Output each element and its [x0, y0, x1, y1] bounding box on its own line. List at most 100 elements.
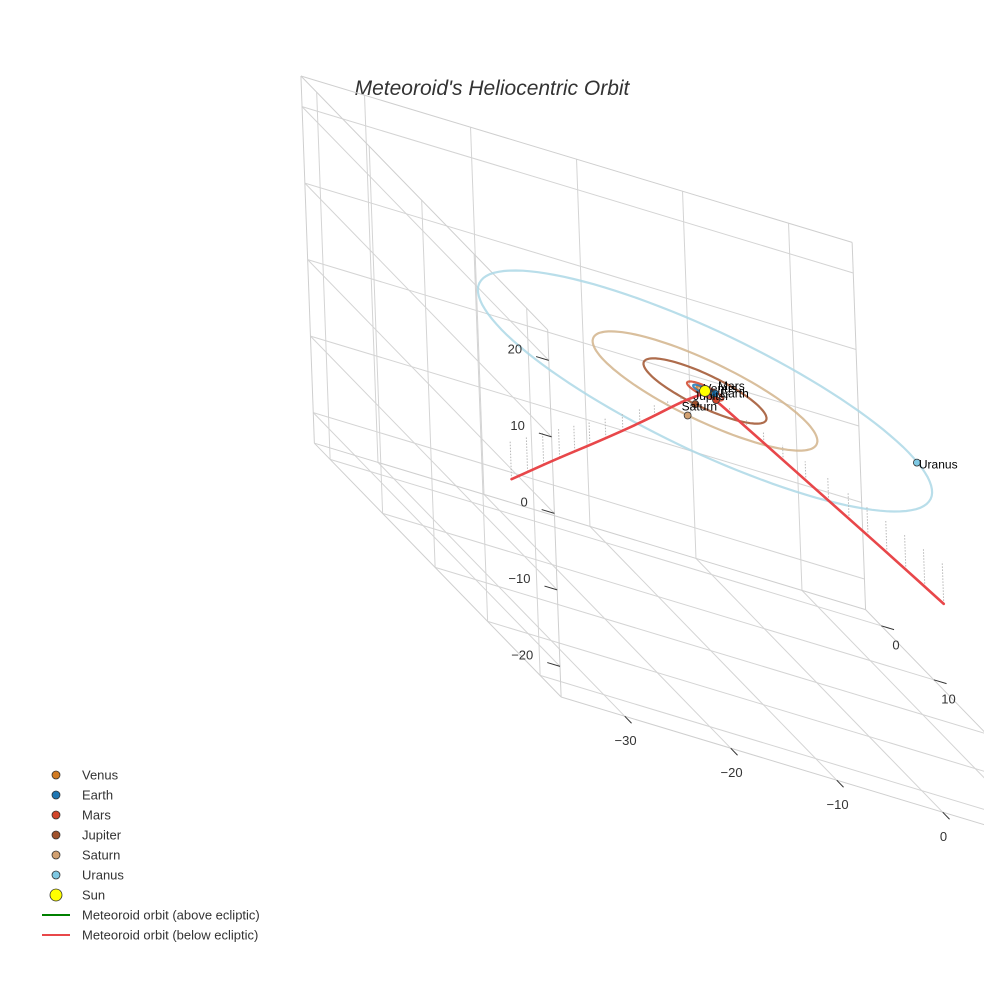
planet-saturn-marker	[683, 411, 692, 420]
legend-item[interactable]: Venus	[51, 768, 119, 783]
legend-item[interactable]: Earth	[51, 788, 113, 803]
legend: Venus Earth Mars Jupiter Saturn Uranus Sun Mete…	[42, 768, 260, 943]
axis-edge	[300, 75, 315, 444]
z-tick-mark	[535, 356, 549, 361]
x-tick-mark	[730, 747, 738, 756]
gridline-side-z	[310, 335, 862, 503]
meteoroid-drop-line	[804, 461, 807, 481]
legend-item[interactable]: Meteoroid orbit (above ecliptic)	[42, 908, 260, 923]
legend-item[interactable]: Saturn	[51, 848, 120, 863]
meteoroid-drop-line	[904, 534, 907, 570]
gridline-floor-x	[695, 558, 944, 813]
meteoroid-drop-line	[588, 421, 591, 446]
gridline-floor-y	[487, 620, 984, 772]
meteoroid-drop-line	[509, 440, 513, 480]
meteoroid-layer	[509, 391, 946, 606]
gridline-back-z	[307, 259, 555, 514]
gridline-floor-y	[382, 512, 934, 681]
legend-label: Sun	[82, 888, 105, 903]
axis-edge	[314, 442, 562, 698]
gridline-floor-x	[377, 462, 626, 717]
y-tick-label: 10	[941, 692, 955, 707]
legend-item[interactable]: Meteoroid orbit (below ecliptic)	[42, 928, 258, 943]
chart-title: Meteoroid's Heliocentric Orbit	[355, 77, 631, 100]
legend-label: Earth	[82, 788, 113, 803]
z-tick-label: 10	[510, 418, 524, 433]
meteoroid-drop-line	[827, 477, 830, 501]
legend-marker	[51, 850, 61, 860]
gridline-side-z	[313, 412, 865, 580]
planet-uranus-marker	[913, 458, 921, 467]
x-tick-mark	[624, 715, 632, 724]
meteoroid-drop-line	[558, 429, 561, 458]
y-tick-label: 0	[892, 638, 899, 653]
gridline-floor-y	[434, 566, 984, 734]
z-tick-label: 20	[508, 342, 522, 357]
legend-item[interactable]: Mars	[51, 808, 111, 823]
orbit-layer	[476, 269, 934, 513]
legend-item[interactable]: Uranus	[51, 868, 124, 883]
gridline-side-z	[304, 182, 857, 350]
legend-label: Venus	[82, 768, 119, 783]
planet-jupiter-marker	[691, 400, 700, 408]
meteoroid-drop-line	[573, 425, 576, 452]
gridline-floor-x	[589, 526, 838, 781]
gridline-back-z	[301, 106, 550, 361]
axis-edge	[300, 75, 853, 243]
legend-label: Jupiter	[82, 828, 122, 843]
legend-marker	[51, 870, 61, 880]
gridline-floor-y	[539, 674, 984, 810]
meteoroid-drop-line	[525, 436, 529, 472]
gridline-back-z	[304, 182, 552, 438]
gridline-side-z	[307, 259, 859, 427]
gridline-back-z	[310, 335, 558, 591]
meteoroid-drop-line	[604, 418, 607, 439]
gridline-back-z	[312, 412, 561, 667]
meteoroid-drop-line	[885, 520, 888, 553]
axis-edge	[314, 442, 866, 611]
y-tick-mark	[933, 679, 947, 685]
legend-marker	[51, 770, 61, 780]
planet-uranus-label: Uranus	[919, 458, 958, 472]
axis-edge	[300, 75, 549, 331]
legend-item[interactable]: Sun	[49, 888, 105, 903]
orbit-jupiter	[642, 357, 768, 425]
planet-saturn-label: Saturn	[682, 400, 717, 414]
legend-label: Mars	[82, 808, 111, 823]
legend-label: Uranus	[82, 868, 124, 883]
orbit-saturn	[591, 330, 819, 452]
gridline-floor-x	[483, 494, 732, 749]
meteoroid-drop-line	[866, 506, 869, 536]
x-tick-label: −30	[615, 733, 637, 748]
planet-mars-label: Mars	[718, 379, 745, 393]
legend-label: Meteoroid orbit (below ecliptic)	[82, 928, 258, 943]
legend-sun-marker	[49, 888, 63, 902]
x-tick-label: −10	[827, 797, 849, 812]
legend-marker	[51, 790, 61, 800]
sun-marker	[699, 385, 711, 397]
gridline-side-z	[301, 106, 854, 274]
y-tick-mark	[881, 625, 895, 631]
meteoroid-drop-line	[941, 561, 945, 604]
legend-item[interactable]: Jupiter	[51, 828, 122, 843]
legend-label: Saturn	[82, 848, 120, 863]
x-tick-label: −20	[721, 765, 743, 780]
gridline-floor-y	[329, 458, 882, 627]
orbit-uranus	[476, 269, 934, 513]
gridline-floor-x	[801, 590, 984, 779]
grid-layer	[300, 75, 984, 826]
legend-label: Meteoroid orbit (above ecliptic)	[82, 908, 260, 923]
axis-edge	[851, 242, 867, 610]
z-tick-mark	[541, 509, 555, 514]
legend-marker	[51, 830, 61, 840]
meteoroid-drop-line	[782, 444, 784, 461]
x-tick-label: 0	[940, 829, 947, 844]
z-tick-label: 0	[520, 495, 527, 510]
planet-earth-label: Earth	[720, 387, 749, 401]
meteoroid-drop-line	[542, 432, 545, 465]
x-tick-mark	[942, 811, 950, 820]
meteoroid-drop-line	[922, 547, 926, 587]
legend-marker	[51, 810, 61, 820]
